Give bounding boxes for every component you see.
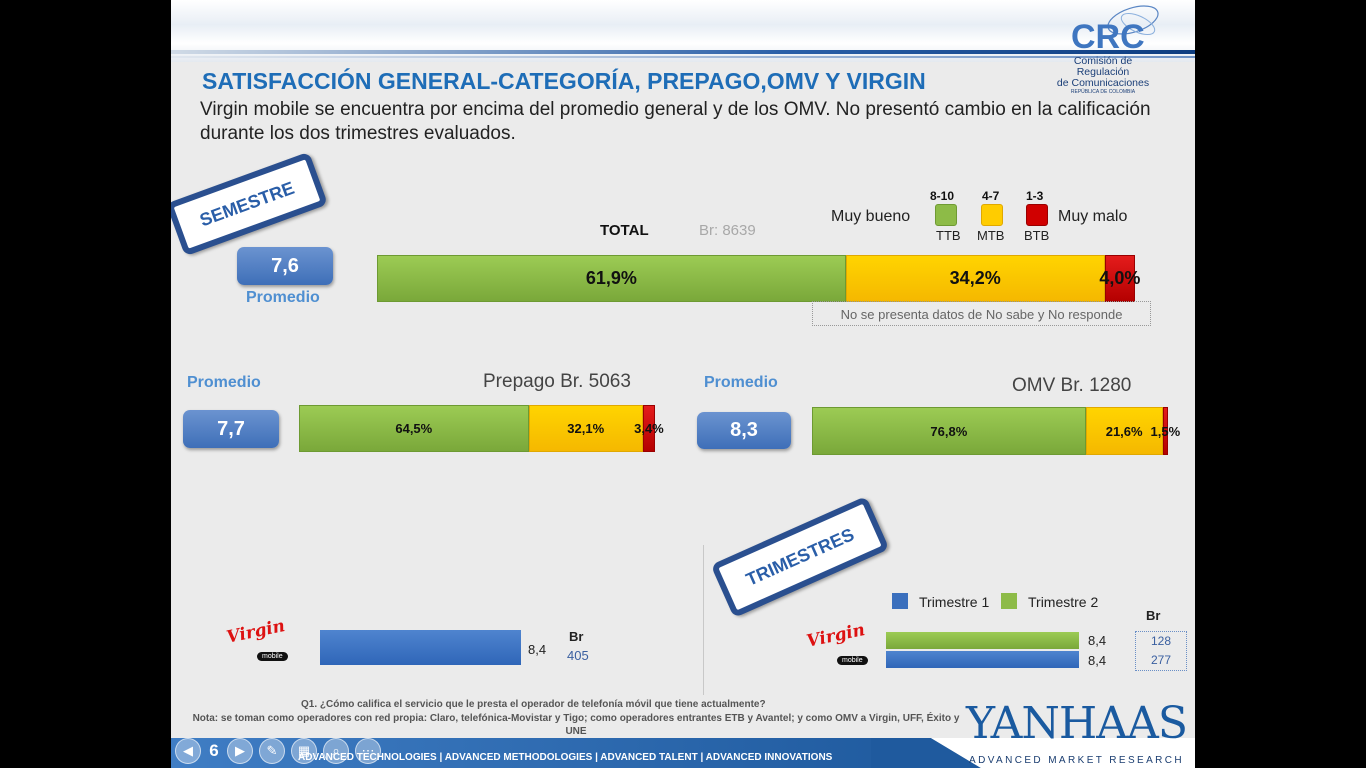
legend-swatch-ttb xyxy=(935,204,957,226)
slide: CRC Comisión de Regulación de Comunicaci… xyxy=(171,0,1195,768)
virgin-trimestre1-value: 8,4 xyxy=(1088,653,1107,668)
virgin-logo-right-text: Virgin xyxy=(804,619,867,652)
crc-logo-line1: Comisión de Regulación xyxy=(1073,55,1133,78)
omv-bar: 76,8% 21,6% 1,5% xyxy=(812,407,1180,455)
more-options-icon[interactable]: ⋯ xyxy=(355,738,381,764)
virgin-trimestre2-value: 8,4 xyxy=(1088,633,1107,648)
trimestre1-swatch xyxy=(892,593,908,609)
slide-number: 6 xyxy=(209,741,219,760)
prepago-label: Prepago Br. 5063 xyxy=(483,371,631,392)
virgin-logo-left-text: Virgin xyxy=(224,615,287,648)
total-seg-btb-label: 4,0% xyxy=(1099,268,1141,288)
omv-seg-ttb-label: 76,8% xyxy=(930,423,968,439)
prepago-seg-btb-label: 3,4% xyxy=(634,421,664,436)
legend-range-mtb: 4-7 xyxy=(982,189,1000,203)
zoom-icon[interactable]: ⌕ xyxy=(323,738,349,764)
header-line xyxy=(171,50,1195,54)
crc-logo: CRC Comisión de Regulación de Comunicaci… xyxy=(1043,4,1163,95)
crc-logo-line2: de Comunicaciones xyxy=(1056,77,1150,89)
virgin-semestre-br: 405 xyxy=(567,648,589,663)
prepago-average-pill: 7,7 xyxy=(183,410,279,448)
legend-range-btb: 1-3 xyxy=(1026,189,1044,203)
prepago-seg-btb: 3,4% xyxy=(634,405,664,452)
slide-subtitle: Virgin mobile se encuentra por encima de… xyxy=(200,99,1151,144)
trimestres-br-header: Br xyxy=(1146,608,1161,623)
trimestres-br-box: 128 277 xyxy=(1135,631,1187,671)
virgin-semestre-br-header: Br xyxy=(569,629,584,644)
legend-code-btb: BTB xyxy=(1024,228,1050,243)
legend-code-mtb: MTB xyxy=(977,228,1005,243)
legend-swatch-btb xyxy=(1026,204,1048,226)
omv-seg-btb-label: 1,5% xyxy=(1150,423,1181,439)
legend-range-ttb: 8-10 xyxy=(930,189,955,203)
omv-label: OMV Br. 1280 xyxy=(1012,375,1132,396)
prepago-seg-mtb: 32,1% xyxy=(528,405,643,452)
crc-logo-text: CRC xyxy=(1071,18,1145,54)
semestre-stamp: SEMESTRE xyxy=(171,151,328,257)
total-seg-mtb-label: 34,2% xyxy=(949,268,1001,288)
legend-code-ttb: TTB xyxy=(936,228,961,243)
total-seg-ttb-label: 61,9% xyxy=(585,268,637,288)
section-divider xyxy=(703,545,704,695)
prepago-seg-mtb-label: 32,1% xyxy=(567,421,605,436)
prepago-average-label: Promedio xyxy=(187,374,261,391)
omv-seg-btb: 1,5% xyxy=(1151,407,1180,455)
total-average-pill: 7,6 xyxy=(237,247,333,285)
prepago-seg-ttb: 64,5% xyxy=(299,405,529,452)
yanhaas-logo: YANHAAS xyxy=(966,698,1188,749)
omv-seg-mtb: 21,6% xyxy=(1085,407,1163,455)
total-label: TOTAL xyxy=(600,222,649,239)
prepago-seg-ttb-label: 64,5% xyxy=(395,421,433,436)
virgin-semestre-value: 8,4 xyxy=(528,642,547,657)
header-line-secondary xyxy=(171,56,1195,58)
omv-average-label: Promedio xyxy=(704,374,778,391)
prev-slide-button[interactable]: ◀ xyxy=(175,738,201,764)
prepago-bar: 64,5% 32,1% 3,4% xyxy=(299,405,664,452)
note-text: Nota: se toman como operadores con red p… xyxy=(192,713,960,737)
trimestre1-legend-label: Trimestre 1 xyxy=(919,594,990,610)
virgin-semestre-bar xyxy=(320,630,521,665)
total-average-label: Promedio xyxy=(246,289,320,306)
omv-seg-mtb-label: 21,6% xyxy=(1105,423,1143,439)
trimestres-stamp: TRIMESTRES xyxy=(710,495,890,619)
pen-icon[interactable]: ✎ xyxy=(259,738,285,764)
slide-title: SATISFACCIÓN GENERAL-CATEGORÍA, PREPAGO,… xyxy=(202,68,926,94)
legend-swatch-mtb xyxy=(981,204,1003,226)
virgin-logo-right: Virgin mobile xyxy=(805,620,868,672)
virgin-trimestre2-bar xyxy=(886,632,1080,649)
total-base: Br: 8639 xyxy=(699,222,756,239)
omv-seg-ttb: 76,8% xyxy=(812,407,1086,455)
footer-swoosh xyxy=(871,738,1195,768)
total-seg-mtb: 34,2% xyxy=(845,255,1105,302)
virgin-logo-left: Virgin mobile xyxy=(225,616,288,668)
question-text: Q1. ¿Cómo califica el servicio que le pr… xyxy=(301,699,766,710)
total-bar: 61,9% 34,2% 4,0% xyxy=(377,255,1140,302)
crc-logo-mark: CRC xyxy=(1071,5,1159,56)
omv-average-pill: 8,3 xyxy=(697,412,791,449)
total-note: No se presenta datos de No sabe y No res… xyxy=(812,301,1151,326)
crc-logo-line3: REPÚBLICA DE COLOMBIA xyxy=(1070,89,1136,95)
next-slide-button[interactable]: ▶ xyxy=(227,738,253,764)
legend-left-label: Muy bueno xyxy=(831,208,911,225)
legend-right-label: Muy malo xyxy=(1058,208,1128,225)
virgin-logo-left-sub: mobile xyxy=(257,652,288,661)
virgin-trimestre2-br: 128 xyxy=(1150,634,1172,648)
slides-grid-icon[interactable]: ▦ xyxy=(291,738,317,764)
total-seg-btb: 4,0% xyxy=(1099,255,1140,302)
total-seg-ttb: 61,9% xyxy=(377,255,846,302)
yanhaas-tagline: ADVANCED MARKET RESEARCH xyxy=(969,755,1185,766)
trimestre2-swatch xyxy=(1001,593,1017,609)
slideshow-controls: ◀ 6 ▶ ✎ ▦ ⌕ ⋯ xyxy=(175,738,381,764)
virgin-trimestre1-br: 277 xyxy=(1150,653,1172,667)
virgin-logo-right-sub: mobile xyxy=(837,656,868,665)
footer-tagline: ADVANCED TECHNOLOGIES | ADVANCED METHODO… xyxy=(298,752,833,763)
virgin-trimestre1-bar xyxy=(886,651,1080,668)
trimestre2-legend-label: Trimestre 2 xyxy=(1028,594,1099,610)
